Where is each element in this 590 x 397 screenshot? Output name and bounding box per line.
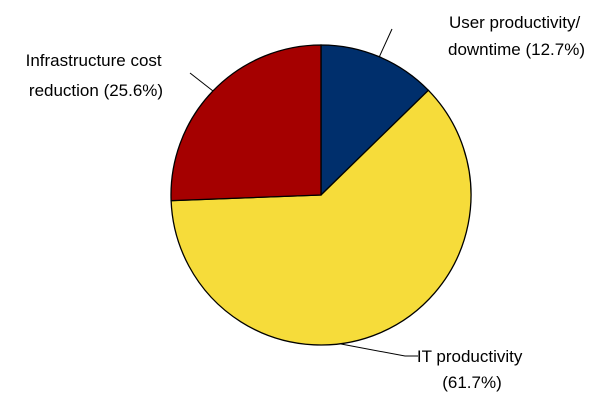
- leader-lines: [189, 28, 418, 357]
- pie-slice-it-productivity: [170, 89, 472, 346]
- slice-label-infrastructure-cost: Infrastructure cost reduction (25.6%): [26, 51, 167, 100]
- slice-label-it-productivity: IT productivity (61.7%): [417, 347, 527, 392]
- slice-label-user-productivity: User productivity/ downtime (12.7%): [448, 13, 585, 59]
- leader-line-infrastructure-cost: [189, 72, 214, 92]
- pie-slice-infrastructure-cost: [170, 44, 322, 202]
- pie-slices: [170, 44, 472, 346]
- leader-line-user-productivity: [378, 28, 393, 58]
- leader-line-it-productivity: [339, 343, 418, 357]
